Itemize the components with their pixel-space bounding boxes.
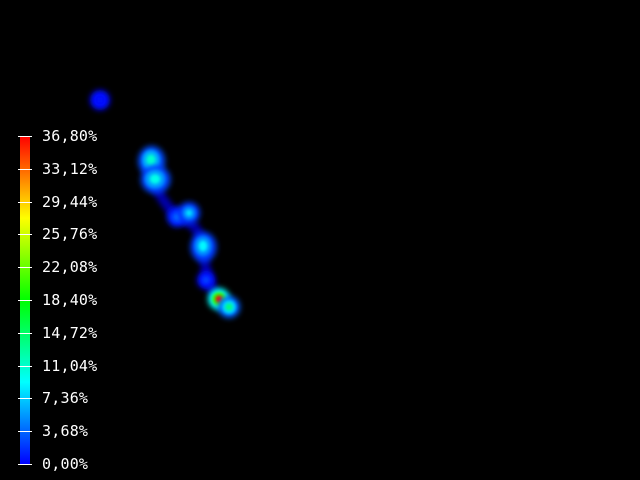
legend-tick: [18, 136, 32, 137]
legend-label: 22,08%: [42, 258, 98, 276]
hotspot-core: [198, 240, 208, 252]
hotspot-core: [146, 154, 156, 166]
legend-label: 0,00%: [42, 455, 89, 473]
legend-tick: [18, 464, 32, 465]
hotspot-core: [185, 209, 193, 217]
legend-tick: [18, 202, 32, 203]
legend-tick: [18, 234, 32, 235]
legend-tick: [18, 169, 32, 170]
legend-label: 25,76%: [42, 225, 98, 243]
legend-label: 33,12%: [42, 160, 98, 178]
legend-tick: [18, 431, 32, 432]
legend-tick: [18, 300, 32, 301]
legend-label: 3,68%: [42, 422, 89, 440]
legend-label: 11,04%: [42, 357, 98, 375]
legend-label: 29,44%: [42, 193, 98, 211]
hotspot-core: [97, 97, 103, 103]
hotspot-core: [149, 174, 161, 184]
legend-label: 18,40%: [42, 291, 98, 309]
legend-tick: [18, 398, 32, 399]
hotspot-core: [225, 303, 233, 311]
hotspot-core: [203, 277, 209, 283]
legend-tick: [18, 267, 32, 268]
legend-tick: [18, 333, 32, 334]
legend-label: 14,72%: [42, 324, 98, 342]
legend-tick: [18, 366, 32, 367]
legend-label: 36,80%: [42, 127, 98, 145]
legend-label: 7,36%: [42, 389, 89, 407]
